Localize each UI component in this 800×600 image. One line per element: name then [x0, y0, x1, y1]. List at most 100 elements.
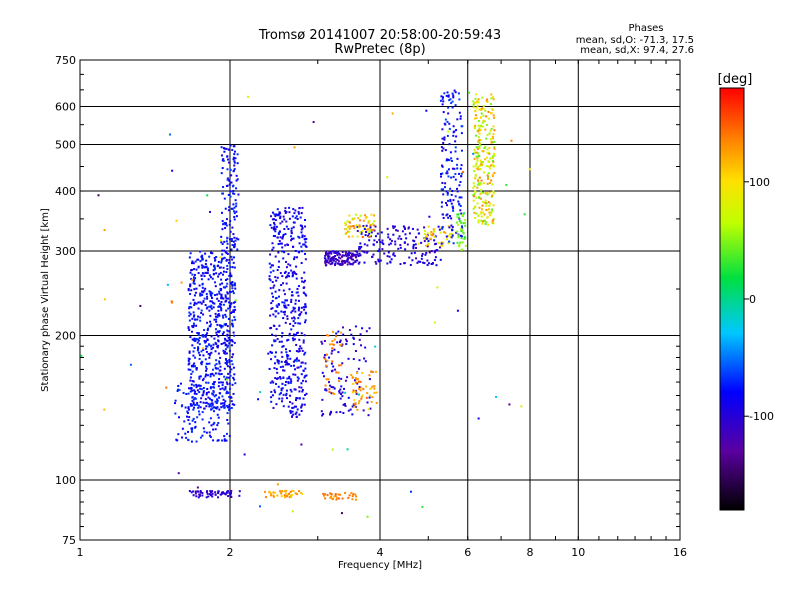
data-point — [224, 250, 227, 253]
data-point — [280, 492, 283, 495]
data-point — [289, 490, 292, 493]
data-point — [219, 271, 222, 274]
data-point — [301, 250, 304, 253]
data-point — [389, 260, 392, 263]
data-point — [440, 175, 443, 178]
data-point — [297, 307, 300, 310]
data-point — [456, 167, 459, 170]
data-point — [209, 325, 212, 328]
data-point — [194, 390, 197, 393]
data-point — [228, 258, 231, 261]
data-point — [193, 302, 196, 305]
data-point — [493, 146, 496, 149]
data-point — [213, 421, 216, 424]
data-point — [356, 235, 359, 238]
data-point — [225, 297, 228, 300]
data-point — [297, 322, 300, 325]
data-point — [474, 101, 477, 104]
data-point — [329, 263, 332, 266]
data-point — [225, 359, 228, 362]
data-point — [206, 492, 209, 495]
data-point — [333, 348, 336, 351]
data-point — [475, 93, 478, 96]
data-point — [487, 208, 490, 211]
data-point — [230, 240, 233, 243]
data-point — [220, 172, 223, 175]
data-point — [477, 417, 480, 420]
data-point — [205, 381, 208, 384]
data-point — [304, 293, 307, 296]
data-point — [197, 347, 200, 350]
data-point — [472, 195, 475, 198]
data-point — [237, 238, 240, 241]
data-point — [351, 391, 354, 394]
data-point — [194, 356, 197, 359]
data-point — [211, 292, 214, 295]
data-point — [347, 251, 350, 254]
data-point — [205, 347, 208, 350]
data-point — [203, 339, 206, 342]
data-point — [197, 346, 200, 349]
data-point — [223, 240, 226, 243]
data-point — [189, 252, 192, 255]
data-point — [231, 287, 234, 290]
data-point — [204, 335, 207, 338]
data-point — [368, 219, 371, 222]
data-point — [447, 216, 450, 219]
data-point — [202, 390, 205, 393]
data-point — [344, 223, 347, 226]
data-point — [282, 369, 285, 372]
data-point — [451, 92, 454, 95]
data-point — [447, 225, 450, 228]
data-point — [464, 219, 467, 222]
data-point — [444, 182, 447, 185]
data-point — [353, 399, 356, 402]
data-point — [211, 382, 214, 385]
data-point — [446, 91, 449, 94]
data-point — [221, 273, 224, 276]
data-point — [354, 493, 357, 496]
data-point — [442, 100, 445, 103]
data-point — [492, 190, 495, 193]
x-tick-label: 10 — [571, 546, 585, 559]
data-point — [463, 237, 466, 240]
data-point — [199, 292, 202, 295]
data-point — [398, 235, 401, 238]
data-point — [217, 260, 220, 263]
data-point — [204, 304, 207, 307]
data-point — [287, 405, 290, 408]
data-point — [274, 351, 277, 354]
data-point — [215, 406, 218, 409]
data-point — [294, 302, 297, 305]
data-point — [325, 253, 328, 256]
data-point — [198, 385, 201, 388]
data-point — [201, 254, 204, 257]
data-point — [193, 389, 196, 392]
data-point — [290, 364, 293, 367]
data-point — [339, 339, 342, 342]
data-point — [491, 155, 494, 158]
data-point — [193, 347, 196, 350]
data-point — [292, 208, 295, 211]
data-point — [397, 237, 400, 240]
data-point — [288, 377, 291, 380]
data-point — [224, 300, 227, 303]
data-point — [304, 380, 307, 383]
data-point — [188, 350, 191, 353]
data-point — [358, 225, 361, 228]
data-point — [218, 305, 221, 308]
data-point — [442, 111, 445, 114]
data-point — [343, 261, 346, 264]
data-point — [219, 356, 222, 359]
data-point — [347, 235, 350, 238]
data-point — [229, 306, 232, 309]
data-point — [236, 162, 239, 165]
data-point — [474, 173, 477, 176]
data-point — [272, 295, 275, 298]
data-point — [368, 239, 371, 242]
data-point — [459, 117, 462, 120]
data-point — [210, 251, 213, 254]
data-point — [294, 368, 297, 371]
data-point — [354, 377, 357, 380]
data-point — [479, 116, 482, 119]
